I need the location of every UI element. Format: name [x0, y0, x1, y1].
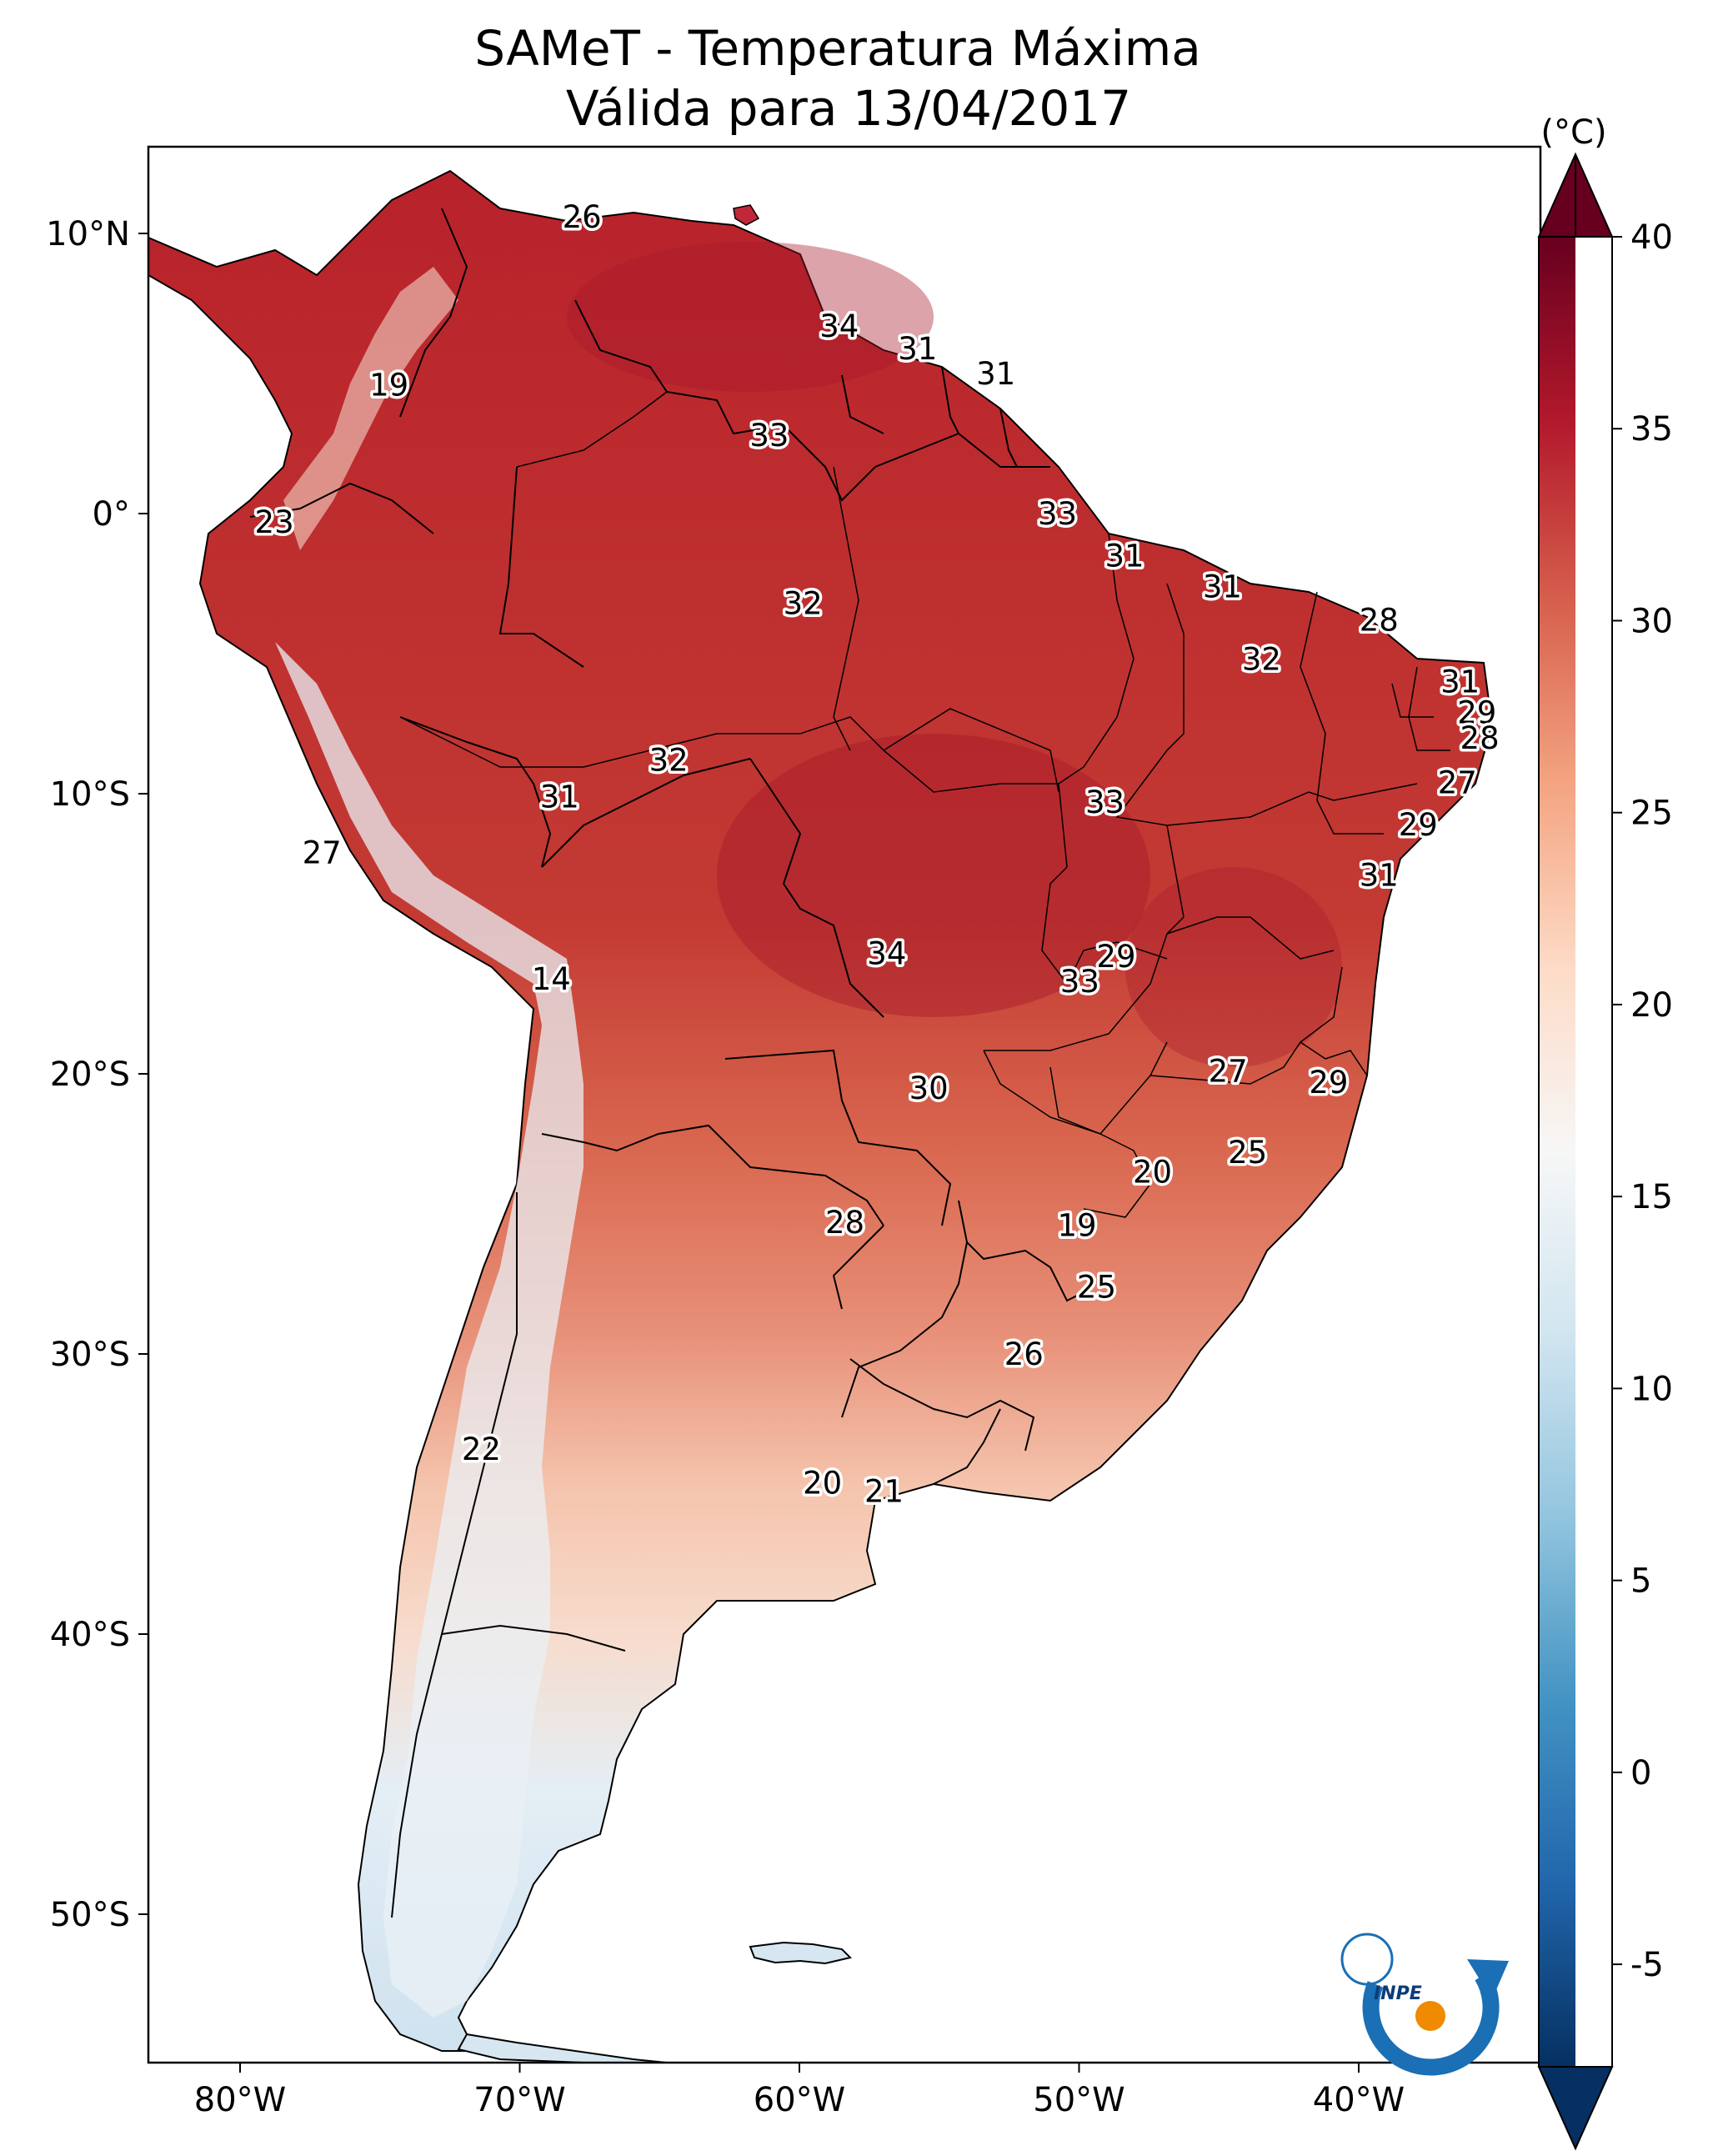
station-temperature-label: 33	[1085, 785, 1124, 820]
station-temperature-label: 31	[1104, 538, 1144, 574]
lon-tick-label: 60°W	[754, 2081, 845, 2119]
longitude-ticks: 80°W 70°W 60°W 50°W 40°W	[194, 2063, 1405, 2119]
logo-arrow-icon	[1467, 1959, 1509, 1999]
andes-highland-north	[283, 267, 458, 550]
latitude-ticks: 10°N 0° 10°S 20°S 30°S 40°S 50°S	[46, 215, 148, 1934]
station-temperature-label: 31	[1360, 857, 1399, 893]
colorbar-top-extension	[1537, 152, 1614, 238]
lon-tick-label: 50°W	[1033, 2081, 1124, 2119]
station-temperature-label: 20	[1133, 1155, 1172, 1191]
lat-tick-label: 10°S	[50, 775, 130, 814]
andes-cool-band	[275, 642, 584, 2018]
colorbar-outline	[1538, 236, 1613, 2068]
station-temperature-label: 31	[1440, 664, 1480, 700]
colorbar-bottom-extension	[1537, 2066, 1614, 2151]
station-temperature-label: 14	[532, 961, 571, 997]
logo-orbit-icon	[1340, 1933, 1394, 1986]
station-temperature-label: 31	[540, 779, 579, 815]
station-temperature-label: 27	[303, 835, 342, 871]
map-content	[148, 169, 1494, 2063]
tierra-del-fuego	[457, 2033, 668, 2063]
station-temperature-label: 29	[1309, 1065, 1348, 1101]
lat-tick-label: 20°S	[50, 1055, 130, 1094]
colorbar-tick-label: 30	[1630, 602, 1673, 640]
colorbar-body	[1539, 237, 1575, 2067]
colorbar: (°C) 40 35 30 25 20 15 10 5 0 -5	[1537, 113, 1673, 2151]
inpe-logo: INPE	[1340, 1933, 1509, 2076]
colorbar-tick-label: 5	[1630, 1562, 1651, 1601]
station-temperature-label: 32	[1242, 642, 1281, 678]
colorbar-tick-label: 35	[1630, 410, 1673, 449]
station-temperature-label: 31	[976, 356, 1015, 392]
lon-tick-label: 40°W	[1313, 2081, 1405, 2119]
colorbar-unit-label: (°C)	[1540, 113, 1606, 152]
colorbar-tick-label: 10	[1630, 1370, 1673, 1408]
caribbean-islands	[733, 204, 760, 226]
colorbar-tick-label: 20	[1630, 986, 1673, 1025]
hot-core-east	[1125, 867, 1342, 1067]
station-temperature-label: 30	[909, 1070, 949, 1106]
country-borders	[249, 208, 1084, 1918]
colorbar-tick-label: 15	[1630, 1178, 1673, 1216]
station-temperature-label: 29	[1399, 807, 1438, 843]
station-temperature-label: 32	[649, 743, 689, 779]
station-temperature-label: 25	[1077, 1269, 1116, 1305]
lon-tick-label: 80°W	[194, 2081, 286, 2119]
lon-tick-label: 70°W	[473, 2081, 565, 2119]
station-temperature-label: 34	[867, 936, 906, 972]
station-temperature-label: 33	[1060, 964, 1099, 1000]
station-temperature-label: 32	[784, 586, 823, 622]
station-temperature-label: 28	[1360, 603, 1399, 639]
station-temperature-label: 25	[1228, 1135, 1267, 1171]
station-temperature-label: 19	[369, 367, 408, 403]
station-temperature-label: 28	[825, 1205, 864, 1241]
logo-sun-icon	[1415, 2001, 1445, 2031]
colorbar-tick-label: -5	[1630, 1946, 1664, 1984]
logo-text: INPE	[1374, 1983, 1422, 2004]
state-borders	[399, 391, 1450, 1218]
station-temperature-label: 31	[1203, 569, 1242, 604]
station-temperature-label: 27	[1438, 765, 1477, 801]
station-temperature-label: 23	[255, 504, 294, 540]
colorbar-ticks: 40 35 30 25 20 15 10 5 0 -5	[1612, 218, 1673, 1984]
station-temperature-label: 27	[1209, 1054, 1248, 1090]
lat-tick-label: 0°	[93, 495, 130, 534]
station-temperature-label: 34	[819, 308, 859, 344]
station-temperature-label: 33	[749, 418, 789, 454]
logo-swoosh-icon	[1362, 1971, 1500, 2076]
colorbar-tick-label: 25	[1630, 795, 1673, 833]
title-line-2: Válida para 13/04/2017	[566, 80, 1131, 137]
station-temperature-label: 26	[1004, 1336, 1044, 1372]
station-temperature-label: 31	[898, 331, 937, 367]
falkland-islands	[749, 1941, 852, 1965]
lat-tick-label: 40°S	[50, 1616, 130, 1654]
station-temperature-label: 20	[803, 1466, 842, 1502]
lat-tick-label: 50°S	[50, 1896, 130, 1934]
colorbar-tick-label: 40	[1630, 218, 1673, 257]
hot-core-north	[567, 242, 934, 392]
station-temperature-label: 22	[462, 1431, 501, 1467]
lat-tick-label: 30°S	[50, 1336, 130, 1374]
station-temperature-label: 26	[563, 199, 602, 235]
station-temperature-label: 28	[1460, 720, 1500, 756]
station-temperature-label: 21	[864, 1474, 904, 1510]
station-temperature-label: 29	[1096, 939, 1135, 975]
lat-tick-label: 10°N	[46, 215, 130, 253]
station-temperature-label: 19	[1057, 1207, 1096, 1243]
colorbar-tick-label: 0	[1630, 1754, 1651, 1792]
station-temperature-label: 29	[1457, 695, 1496, 731]
station-temperature-label: 33	[1038, 496, 1077, 532]
title-line-1: SAMeT - Temperatura Máxima	[474, 20, 1201, 77]
